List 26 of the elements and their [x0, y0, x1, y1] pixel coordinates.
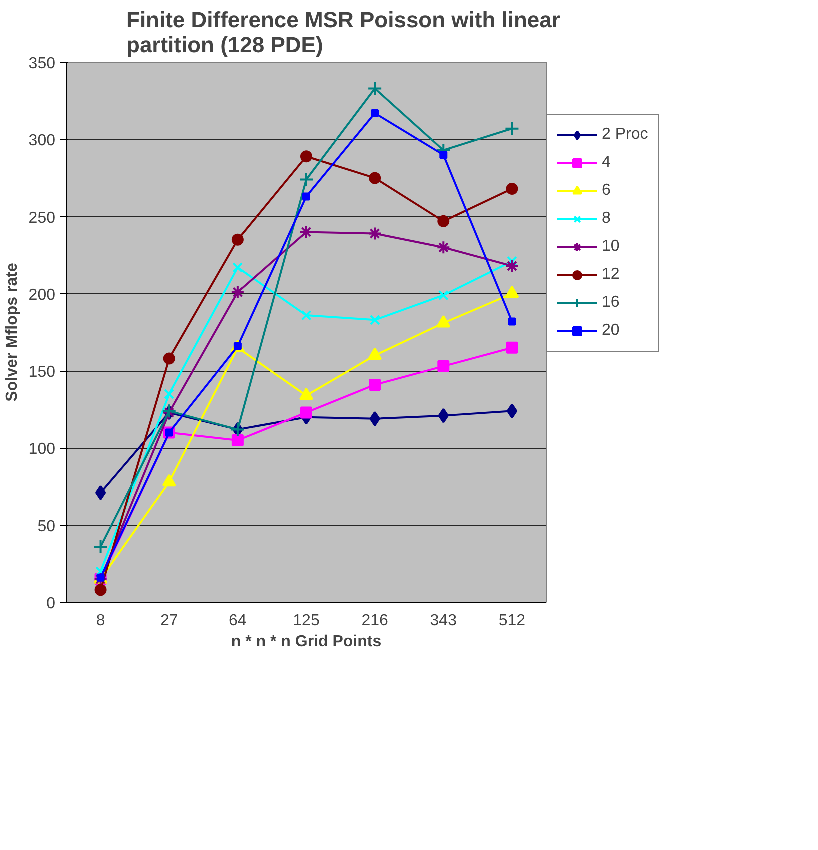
x-axis-title: n * n * n Grid Points: [231, 634, 382, 650]
y-axis-title: Solver Mflops rate: [4, 263, 21, 402]
legend-label: 20: [602, 322, 621, 340]
legend-label: 16: [602, 294, 621, 312]
y-tick-label: 200: [28, 286, 56, 304]
chart-title: Finite Difference MSR Poisson with linear partition (128 PDE): [126, 8, 561, 58]
x-tick-label: 27: [160, 612, 178, 630]
x-tick-label: 8: [96, 612, 106, 630]
x-tick-label: 64: [229, 612, 247, 630]
x-tick-label: 216: [362, 612, 389, 630]
y-tick-label: 250: [28, 210, 56, 227]
y-tick-label: 300: [28, 132, 56, 150]
legend-label: 2 Proc: [602, 126, 648, 144]
x-tick-label: 125: [293, 612, 320, 630]
legend-label: 4: [602, 154, 612, 172]
x-tick-label: 512: [498, 612, 526, 630]
y-tick-label: 100: [28, 441, 56, 458]
y-tick-label: 150: [28, 364, 56, 382]
y-tick-label: 350: [28, 56, 56, 72]
legend-label: 6: [602, 182, 612, 200]
x-tick-label: 343: [430, 612, 458, 630]
legend-label: 8: [602, 210, 612, 228]
y-tick-label: 0: [46, 596, 56, 612]
legend-label: 12: [602, 266, 621, 284]
legend-label: 10: [602, 238, 621, 256]
y-tick-label: 50: [38, 518, 56, 536]
